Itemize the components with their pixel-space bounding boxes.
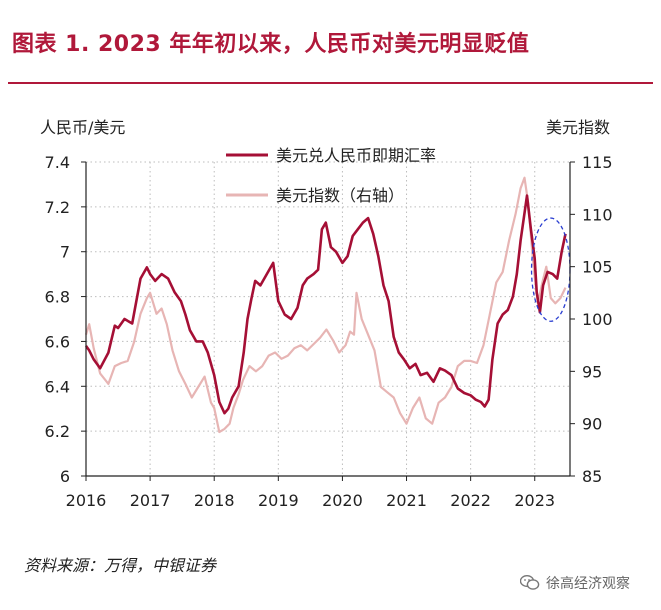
title-underline <box>8 82 653 84</box>
series-lines <box>84 176 571 434</box>
right-tick-label: 95 <box>582 362 602 381</box>
left-tick-label: 6.8 <box>45 288 70 307</box>
right-tick-label: 100 <box>582 310 613 329</box>
series-line-dxy <box>84 176 567 434</box>
right-axis-label: 美元指数 <box>546 118 610 137</box>
x-tick-label: 2017 <box>130 491 171 510</box>
right-tick-label: 90 <box>582 415 602 434</box>
left-tick-label: 6.6 <box>45 332 70 351</box>
right-tick-label: 85 <box>582 467 602 486</box>
right-tick-label: 115 <box>582 153 613 172</box>
left-tick-label: 7.4 <box>45 153 70 172</box>
figure-title: 图表 1. 2023 年年初以来，人民币对美元明显贬值 <box>12 32 530 57</box>
tick-labels: 7.4 7.2 7 6.8 6.6 6.4 6.2 6 115 110 105 100 95 90 85 20… <box>45 153 613 510</box>
left-axis-label: 人民币/美元 <box>40 118 125 137</box>
wechat-watermark: 徐高经济观察 <box>519 572 630 594</box>
left-tick-label: 6.4 <box>45 377 70 396</box>
source-note: 资料来源：万得，中银证券 <box>24 556 217 575</box>
right-tick-label: 105 <box>582 258 613 277</box>
x-tick-label: 2019 <box>258 491 299 510</box>
axes <box>81 161 575 481</box>
legend-label: 美元兑人民币即期汇率 <box>276 146 436 165</box>
left-tick-label: 7.2 <box>45 198 70 217</box>
wechat-logo-icon <box>519 574 540 591</box>
legend-label: 美元指数（右轴） <box>276 186 404 205</box>
x-tick-label: 2016 <box>66 491 107 510</box>
x-tick-label: 2022 <box>450 491 491 510</box>
x-tick-label: 2020 <box>322 491 363 510</box>
series-line-usdcny <box>84 194 567 415</box>
left-tick-label: 6.2 <box>45 422 70 441</box>
x-tick-label: 2021 <box>386 491 427 510</box>
grid-lines <box>86 161 570 476</box>
x-tick-label: 2018 <box>194 491 235 510</box>
right-tick-label: 110 <box>582 205 613 224</box>
highlight-ellipse <box>530 217 571 322</box>
watermark-text: 徐高经济观察 <box>546 576 630 592</box>
x-tick-label: 2023 <box>514 491 555 510</box>
left-tick-label: 7 <box>60 243 70 262</box>
left-tick-label: 6 <box>60 467 70 486</box>
